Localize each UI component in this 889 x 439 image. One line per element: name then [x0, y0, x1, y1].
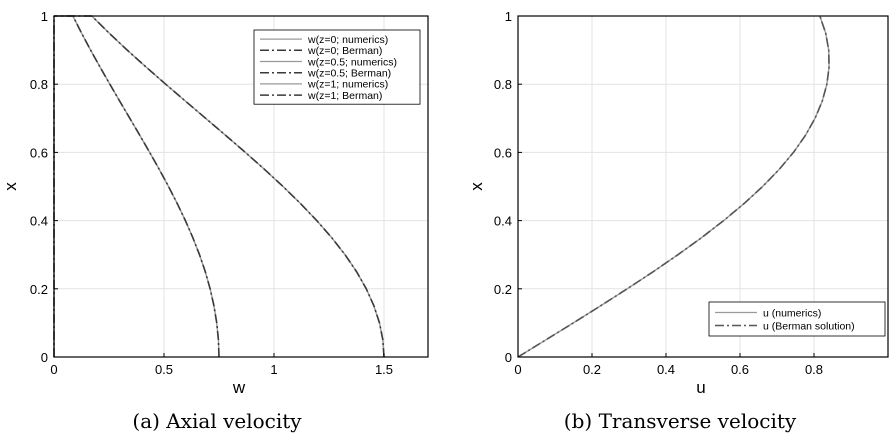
y-tick-label: 0.2 [30, 282, 48, 297]
caption-a: (a) Axial velocity [132, 409, 302, 433]
x-tick-label: 1 [270, 362, 277, 377]
y-tick-label: 0 [505, 350, 512, 365]
axes-frame [517, 15, 889, 358]
y-tick-label: 0.6 [30, 145, 48, 160]
y-tick-label: 1 [41, 9, 48, 24]
y-tick-label: 0.8 [30, 77, 48, 92]
legend-box [253, 29, 421, 105]
x-tick-label: 0 [50, 362, 57, 377]
x-tick-label: 0.8 [805, 362, 823, 377]
y-tick-label: 0.6 [494, 145, 512, 160]
legend-entry: w(z=1; numerics) [307, 79, 388, 91]
legend: w(z=0; numerics)w(z=0; Berman)w(z=0.5; n… [253, 29, 421, 105]
legend-entry: w(z=1; Berman) [307, 90, 382, 102]
series-line-6 [54, 15, 385, 358]
x-tick-label: 0.6 [731, 362, 749, 377]
legend-entry: u (Berman solution) [763, 320, 855, 332]
y-tick-label: 0.4 [30, 214, 48, 229]
x-tick-label: 1.5 [375, 362, 393, 377]
series-line-3 [54, 15, 220, 358]
legend-entry: w(z=0.5; Berman) [307, 68, 391, 80]
legend: u (numerics)u (Berman solution) [708, 301, 886, 337]
axes-frame [53, 15, 429, 358]
panel-axial-velocity: 0 0.5 1 1.5 0 0.2 0.4 0.6 0.8 1 w x w(z=0; numerics)… [1, 9, 429, 397]
series-line-4 [54, 15, 220, 358]
x-axis-label: w [232, 378, 246, 397]
legend-entry: u (numerics) [763, 307, 821, 319]
y-tick-label: 0.4 [494, 214, 512, 229]
x-tick-label: 0.5 [155, 362, 173, 377]
series-line-2 [517, 15, 830, 358]
caption-b: (b) Transverse velocity [564, 409, 797, 433]
y-tick-label: 0 [41, 350, 48, 365]
y-tick-label: 1 [505, 9, 512, 24]
y-axis-label: x [467, 182, 486, 191]
y-tick-label: 0.8 [494, 77, 512, 92]
legend-box [708, 301, 886, 337]
legend-entry: w(z=0; numerics) [307, 34, 388, 46]
x-tick-label: 0.4 [657, 362, 675, 377]
x-tick-label: 0 [514, 362, 521, 377]
legend-entry: w(z=0.5; numerics) [307, 56, 397, 68]
panel-transverse-velocity: 0 0.2 0.4 0.6 0.8 0 0.2 0.4 0.6 0.8 1 u x u (numerics… [467, 9, 889, 397]
x-axis-label: u [696, 378, 705, 397]
x-tick-label: 0.2 [583, 362, 601, 377]
y-axis-label: x [1, 182, 20, 191]
legend-entry: w(z=0; Berman) [307, 45, 382, 57]
y-tick-label: 0.2 [494, 282, 512, 297]
